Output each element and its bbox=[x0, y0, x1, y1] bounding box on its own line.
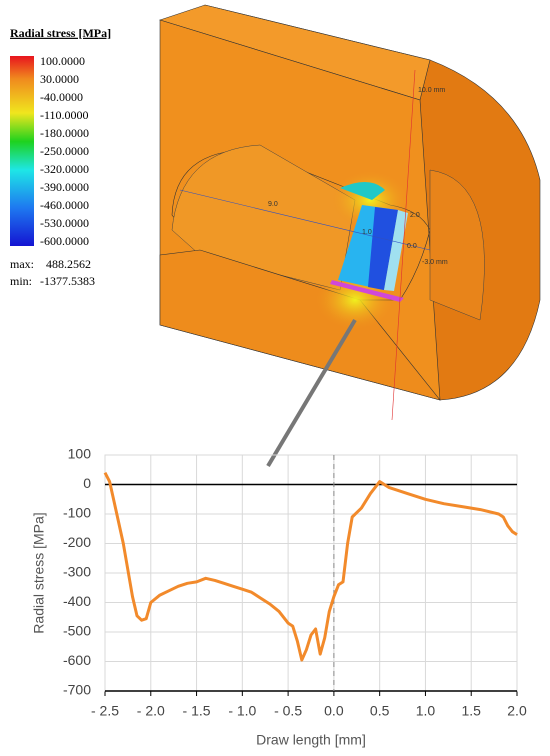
legend-title: Radial stress [MPa] bbox=[10, 26, 111, 40]
legend-level: 30.0000 bbox=[40, 72, 79, 86]
model-label: 0.0 bbox=[407, 243, 417, 250]
x-axis-label: Draw length [mm] bbox=[256, 732, 366, 748]
y-tick-label: -100 bbox=[63, 505, 91, 521]
x-tick-label: - 1.5 bbox=[183, 703, 211, 719]
legend-level: -390.0000 bbox=[40, 180, 89, 194]
model-label: -3.0 mm bbox=[422, 259, 448, 266]
model-label: 9.0 bbox=[268, 201, 278, 208]
x-tick-label: 1.0 bbox=[416, 703, 436, 719]
model-label: 1.0 bbox=[362, 229, 372, 236]
x-tick-label: - 0.5 bbox=[274, 703, 302, 719]
legend-level: -320.0000 bbox=[40, 162, 89, 176]
color-bar bbox=[10, 56, 34, 246]
legend-level: -600.0000 bbox=[40, 234, 89, 248]
y-tick-label: -300 bbox=[63, 564, 91, 580]
legend-level: -180.0000 bbox=[40, 126, 89, 140]
legend-level: 100.0000 bbox=[40, 54, 85, 68]
y-tick-label: -500 bbox=[63, 623, 91, 639]
x-tick-label: - 2.5 bbox=[91, 703, 119, 719]
x-tick-label: 0.0 bbox=[324, 703, 344, 719]
model-label: 2.0 bbox=[410, 212, 420, 219]
y-tick-label: 100 bbox=[68, 446, 92, 462]
legend-level: -110.0000 bbox=[40, 108, 89, 122]
legend-max-label: max: bbox=[10, 257, 34, 271]
x-tick-label: 2.0 bbox=[507, 703, 527, 719]
legend-level: -460.0000 bbox=[40, 198, 89, 212]
y-tick-label: -200 bbox=[63, 534, 91, 550]
legend-min: -1377.5383 bbox=[40, 274, 95, 288]
y-tick-label: -600 bbox=[63, 652, 91, 668]
legend-level: -250.0000 bbox=[40, 144, 89, 158]
y-axis-label: Radial stress [MPa] bbox=[31, 512, 47, 633]
x-tick-label: 1.5 bbox=[461, 703, 481, 719]
model-label: 10.0 mm bbox=[418, 87, 445, 94]
model-render bbox=[159, 4, 541, 468]
x-tick-label: - 2.0 bbox=[137, 703, 165, 719]
legend-max: 488.2562 bbox=[46, 257, 91, 271]
legend-level: -530.0000 bbox=[40, 216, 89, 230]
x-tick-label: 0.5 bbox=[370, 703, 390, 719]
legend-min-label: min: bbox=[10, 274, 32, 288]
y-tick-label: 0 bbox=[83, 475, 91, 491]
y-tick-label: -400 bbox=[63, 593, 91, 609]
x-tick-label: - 1.0 bbox=[228, 703, 256, 719]
y-tick-label: -700 bbox=[63, 682, 91, 698]
data-line bbox=[103, 472, 518, 662]
legend-level: -40.0000 bbox=[40, 90, 83, 104]
